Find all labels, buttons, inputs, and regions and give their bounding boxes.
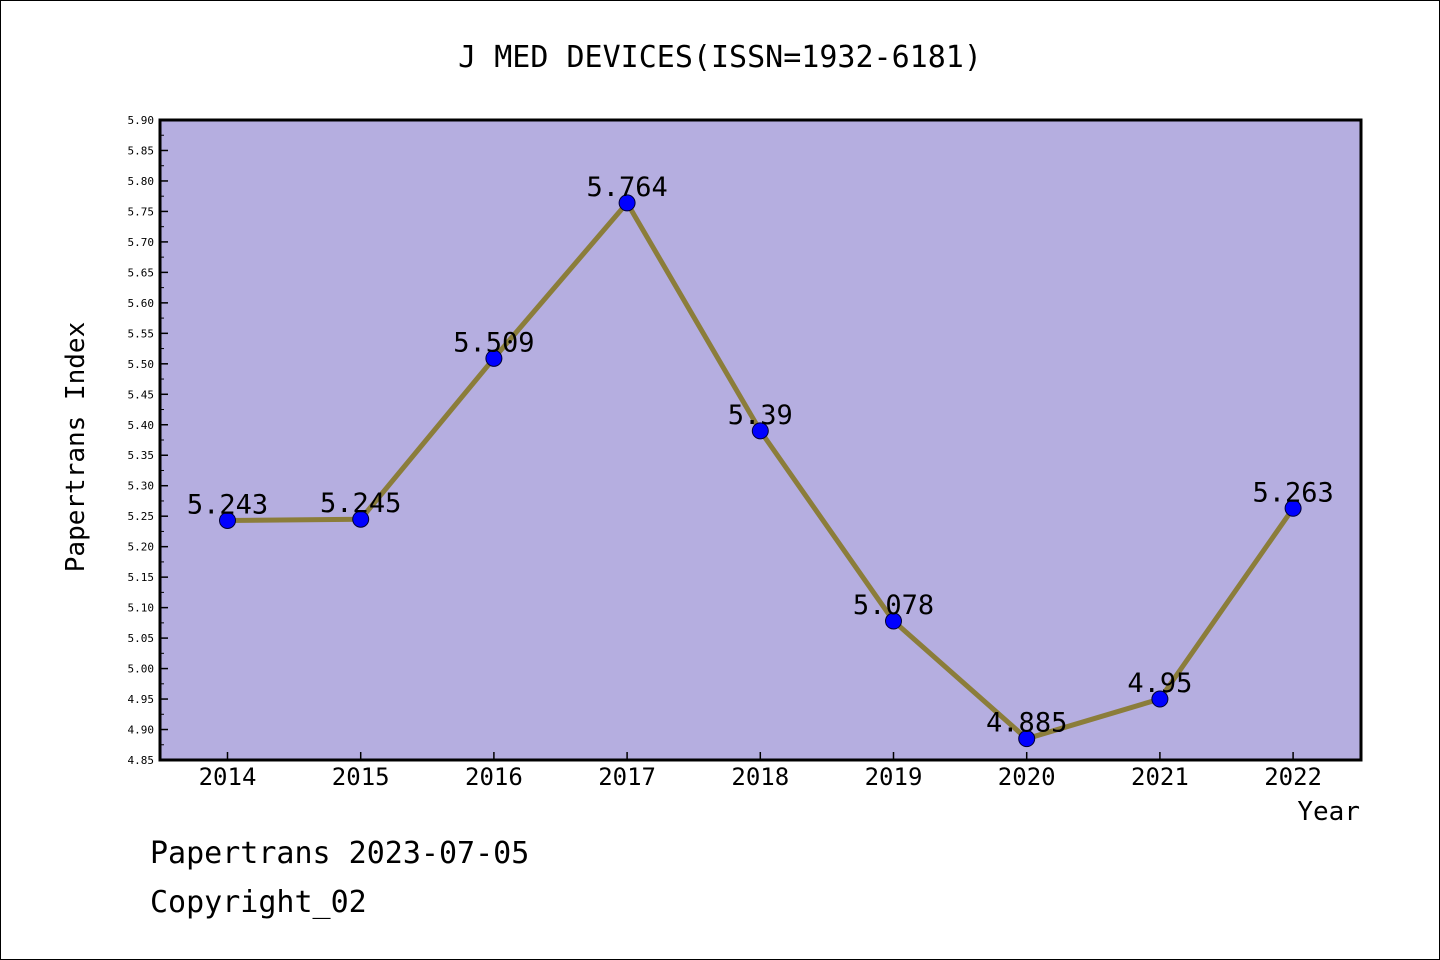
x-tick-label: 2022 [1264, 763, 1322, 791]
x-tick-label: 2016 [465, 763, 523, 791]
chart-title: J MED DEVICES(ISSN=1932-6181) [458, 40, 982, 75]
data-label: 5.243 [187, 489, 268, 520]
data-point [618, 194, 636, 212]
y-tick-label: 4.85 [128, 754, 155, 767]
data-label: 5.263 [1252, 477, 1333, 508]
y-tick-label: 5.90 [128, 114, 155, 127]
y-tick-label: 5.10 [128, 602, 155, 615]
data-point [751, 422, 769, 440]
y-tick-label: 5.70 [128, 236, 155, 249]
y-axis-ticks: 4.85 4.90 4.95 5.00 5.05 5.10 5.15 5.20 5.25 5.30… [128, 114, 168, 767]
data-label: 4.885 [986, 708, 1067, 739]
y-tick-label: 5.45 [128, 388, 155, 401]
y-axis-label: Papertrans Index [61, 322, 91, 572]
x-axis-label: Year [1297, 797, 1360, 827]
y-tick-label: 5.40 [128, 419, 155, 432]
data-label: 5.39 [728, 400, 793, 431]
x-tick-label: 2021 [1131, 763, 1189, 791]
y-tick-label: 5.15 [128, 571, 155, 584]
data-label: 5.245 [320, 488, 401, 519]
y-tick-label: 5.50 [128, 358, 155, 371]
x-tick-label: 2018 [731, 763, 789, 791]
x-axis-ticks: 2014 2015 2016 2017 2018 2019 2020 2021 2022 [199, 752, 1322, 791]
data-label: 5.078 [853, 590, 934, 621]
y-tick-label: 5.05 [128, 632, 155, 645]
y-tick-label: 5.60 [128, 297, 155, 310]
data-label: 4.95 [1127, 668, 1192, 699]
plot-border [158, 118, 1363, 762]
plot-background [160, 120, 1361, 760]
x-tick-label: 2020 [998, 763, 1056, 791]
footer-copyright: Copyright_02 [150, 885, 367, 920]
y-tick-label: 5.20 [128, 541, 155, 554]
x-tick-label: 2019 [865, 763, 923, 791]
y-tick-label: 5.00 [128, 663, 155, 676]
footer-date: Papertrans 2023-07-05 [150, 836, 530, 871]
data-labels: 5.243 5.245 5.509 5.764 5.39 5.078 4.885 4.95 5.… [187, 172, 1334, 739]
y-tick-label: 5.30 [128, 480, 155, 493]
data-point [885, 612, 902, 630]
data-point [485, 349, 503, 367]
y-tick-label: 5.25 [128, 510, 155, 523]
y-tick-label: 5.75 [128, 205, 155, 218]
data-point [219, 511, 236, 529]
x-tick-label: 2015 [332, 763, 390, 791]
y-tick-label: 5.35 [128, 449, 155, 462]
y-tick-label: 4.90 [128, 724, 155, 737]
data-point [1151, 690, 1169, 708]
x-tick-label: 2017 [598, 763, 656, 791]
y-tick-label: 4.95 [128, 693, 155, 706]
x-tick-label: 2014 [199, 763, 257, 791]
y-tick-label: 5.85 [128, 144, 155, 157]
series-markers [219, 194, 1302, 748]
y-tick-label: 5.80 [128, 175, 155, 188]
data-point [352, 510, 370, 528]
data-point [1284, 499, 1302, 517]
data-label: 5.509 [453, 327, 534, 358]
data-label: 5.764 [586, 172, 667, 203]
y-tick-label: 5.55 [128, 327, 155, 340]
data-point [1018, 730, 1036, 748]
y-tick-label: 5.65 [128, 266, 155, 279]
